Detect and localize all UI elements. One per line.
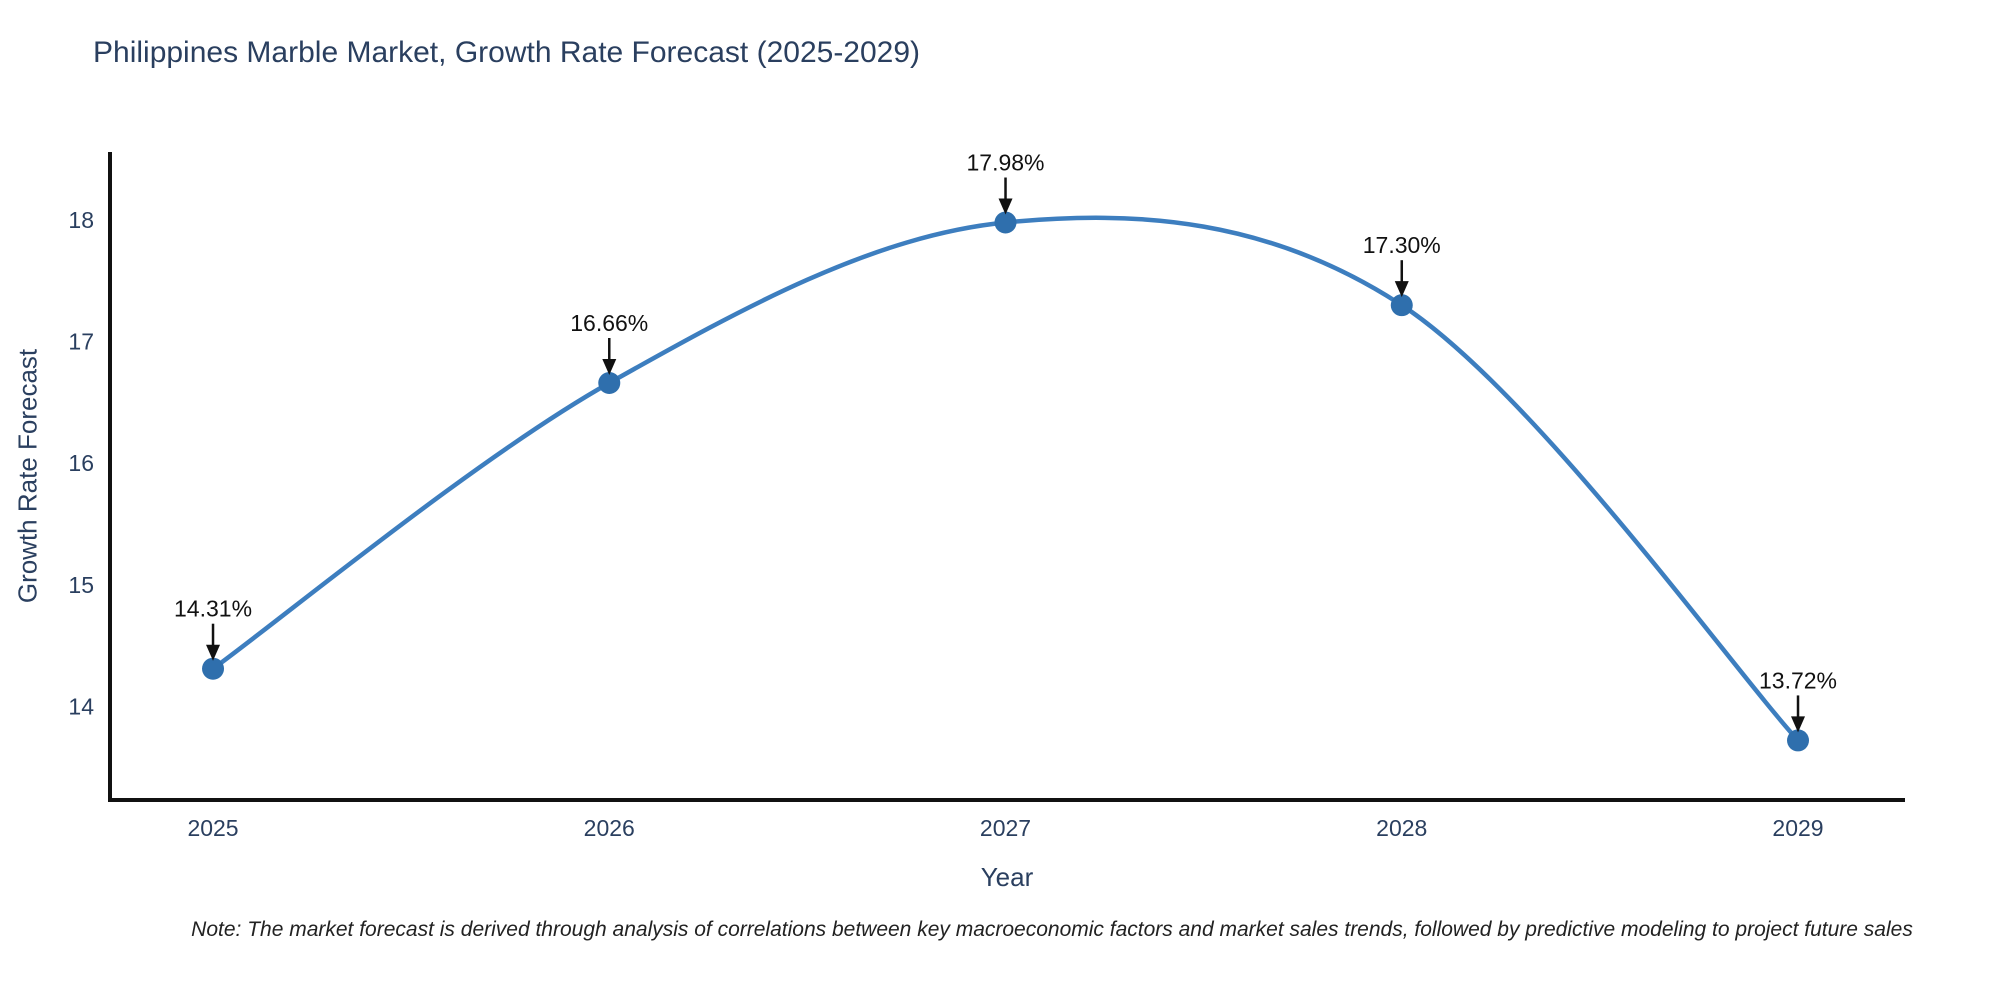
y-tick-label: 17 [68, 329, 94, 355]
x-tick-label: 2028 [1376, 815, 1427, 841]
data-point-marker [1787, 729, 1810, 752]
annotation-arrowhead [1791, 716, 1806, 733]
chart-title: Philippines Marble Market, Growth Rate F… [93, 36, 921, 69]
annotation-arrowhead [1394, 281, 1409, 298]
y-tick-label: 15 [68, 572, 94, 598]
y-axis-title: Growth Rate Forecast [12, 348, 43, 604]
data-point-marker [598, 371, 621, 394]
annotation-label: 17.98% [967, 150, 1045, 176]
footnote: Note: The market forecast is derived thr… [191, 918, 1913, 941]
y-tick-label: 18 [68, 207, 94, 233]
x-axis-title: Year [980, 862, 1034, 892]
y-tick-label: 16 [68, 450, 94, 476]
annotation-label: 13.72% [1759, 667, 1837, 693]
annotation-arrowhead [998, 198, 1013, 215]
annotation-label: 16.66% [570, 310, 648, 336]
annotation-label: 17.30% [1363, 232, 1441, 258]
x-tick-label: 2025 [187, 815, 238, 841]
annotation-arrowhead [602, 358, 617, 375]
data-point-marker [994, 211, 1017, 234]
annotation-arrowhead [206, 644, 221, 661]
spline-curve [210, 215, 1801, 743]
x-tick-label: 2027 [980, 815, 1031, 841]
annotation-label: 14.31% [174, 596, 252, 622]
x-tick-label: 2029 [1772, 815, 1823, 841]
y-tick-label: 14 [68, 693, 94, 719]
data-point-marker [1390, 294, 1413, 317]
data-point-marker [202, 657, 225, 680]
x-tick-label: 2026 [584, 815, 635, 841]
